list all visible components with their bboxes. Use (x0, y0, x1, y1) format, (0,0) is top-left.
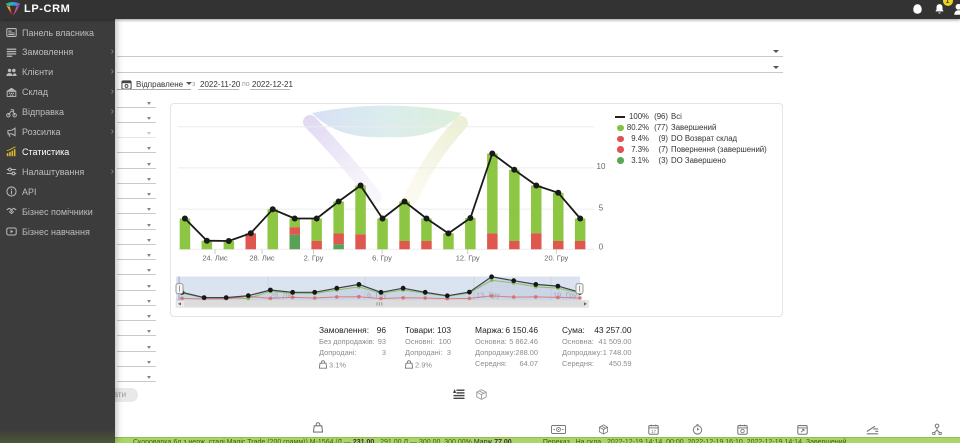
svg-text:12. Гру: 12. Гру (456, 253, 480, 262)
svg-text:19. Гру: 19. Гру (553, 291, 577, 300)
svg-text:20. Гру: 20. Гру (544, 253, 568, 262)
svg-text:24. Лис: 24. Лис (202, 253, 228, 262)
svg-text:13. Гру: 13. Гру (476, 291, 500, 300)
svg-text:10: 10 (597, 162, 606, 171)
svg-text:17: 17 (651, 429, 656, 434)
svg-text:0: 0 (599, 242, 604, 251)
svg-text:6. Гру: 6. Гру (367, 291, 387, 300)
svg-text:6. Гру: 6. Гру (372, 253, 392, 262)
svg-text:5: 5 (599, 204, 604, 213)
svg-text:28. Лис: 28. Лис (249, 253, 275, 262)
svg-text:28. Лис: 28. Лис (270, 291, 296, 300)
svg-text:2. Гру: 2. Гру (304, 253, 324, 262)
